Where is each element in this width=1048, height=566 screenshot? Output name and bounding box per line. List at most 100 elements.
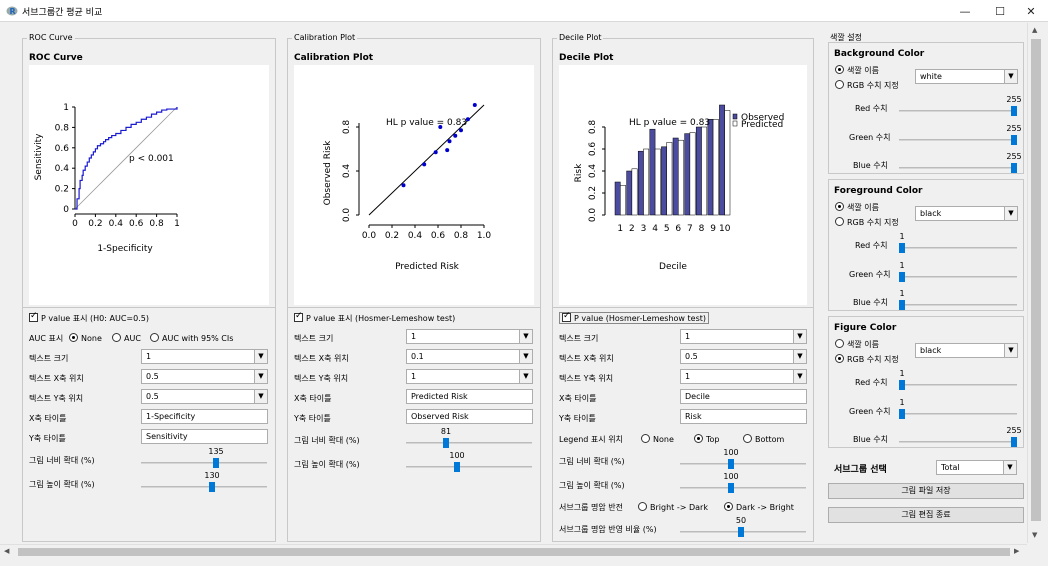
roc-width-slider[interactable]: 135 <box>141 447 267 469</box>
fig-rgb-radio[interactable]: RGB 수치 지정 <box>835 354 899 365</box>
calib-width-slider[interactable]: 81 <box>406 427 532 449</box>
slider-track[interactable] <box>680 463 806 465</box>
slider-track[interactable] <box>680 487 806 489</box>
roc-auc-none-radio[interactable]: None <box>69 333 102 343</box>
slider-track[interactable] <box>899 167 1017 169</box>
slider-track[interactable] <box>899 139 1017 141</box>
decile-width-slider[interactable]: 100 <box>680 448 806 470</box>
slider-thumb[interactable] <box>1011 135 1017 145</box>
fig-name-radio[interactable]: 색깔 이름 <box>835 339 879 350</box>
slider-track[interactable] <box>899 304 1017 306</box>
fg-red-slider[interactable]: 1 <box>899 232 1017 254</box>
y-tick-label: 0 <box>63 205 69 215</box>
minimize-button[interactable]: — <box>959 4 971 18</box>
slider-track[interactable] <box>406 442 532 444</box>
decile-xtitle-input[interactable]: Decile <box>680 389 807 404</box>
slider-track[interactable] <box>141 486 267 488</box>
slider-track[interactable] <box>899 413 1017 415</box>
fg-rgb-radio[interactable]: RGB 수치 지정 <box>835 217 899 228</box>
decile-height-slider[interactable]: 100 <box>680 472 806 494</box>
calib-ytitle-input[interactable]: Observed Risk <box>406 409 533 424</box>
decile-ytitle-input[interactable]: Risk <box>680 409 807 424</box>
fg-blue-slider[interactable]: 1 <box>899 289 1017 311</box>
decile-text-size-select[interactable]: 1 ▼ <box>680 329 807 344</box>
scroll-down-icon[interactable]: ▼ <box>1032 531 1038 539</box>
slider-thumb[interactable] <box>1011 437 1017 447</box>
maximize-button[interactable]: ☐ <box>995 4 1005 18</box>
bg-green-slider[interactable]: 255 <box>899 124 1022 146</box>
observed-bar <box>649 128 656 216</box>
bg-blue-slider[interactable]: 255 <box>899 152 1022 174</box>
fig-color-select[interactable]: black ▼ <box>915 343 1018 358</box>
chevron-down-icon: ▼ <box>793 330 806 343</box>
bg-red-slider[interactable]: 255 <box>899 95 1022 117</box>
slider-track[interactable] <box>406 466 532 468</box>
decile-text-x-select[interactable]: 0.5 ▼ <box>680 349 807 364</box>
subgroup-select[interactable]: Total ▼ <box>936 460 1017 475</box>
vertical-scrollbar[interactable]: ▲ ▼ <box>1027 23 1043 543</box>
scroll-up-icon[interactable]: ▲ <box>1032 26 1038 34</box>
slider-thumb[interactable] <box>899 243 905 253</box>
fg-name-radio[interactable]: 색깔 이름 <box>835 202 879 213</box>
bg-name-radio[interactable]: 색깔 이름 <box>835 65 879 76</box>
roc-pvalue-checkbox[interactable]: P value 표시 (H0: AUC=0.5) <box>29 311 149 324</box>
slider-thumb[interactable] <box>728 459 734 469</box>
fig-blue-slider[interactable]: 255 <box>899 426 1022 448</box>
scroll-left-icon[interactable]: ◀ <box>4 547 10 555</box>
close-button[interactable]: ✕ <box>1026 4 1036 18</box>
calib-xtitle-input[interactable]: Predicted Risk <box>406 389 533 404</box>
slider-thumb[interactable] <box>738 527 744 537</box>
calib-pvalue-checkbox[interactable]: P value 표시 (Hosmer-Lemeshow test) <box>294 311 455 324</box>
scroll-right-icon[interactable]: ▶ <box>1014 547 1020 555</box>
slider-thumb[interactable] <box>213 458 219 468</box>
slider-track[interactable] <box>899 384 1017 386</box>
save-figure-button[interactable]: 그림 파일 저장 <box>828 483 1024 499</box>
fg-color-select[interactable]: black ▼ <box>915 206 1018 221</box>
slider-thumb[interactable] <box>454 462 460 472</box>
roc-text-x-select[interactable]: 0.5 ▼ <box>141 369 268 384</box>
decile-invert-dark-bright-radio[interactable]: Dark -> Bright <box>724 502 794 512</box>
roc-height-slider[interactable]: 130 <box>141 471 267 493</box>
slider-thumb[interactable] <box>899 409 905 419</box>
decile-legend-none-radio[interactable]: None <box>641 434 674 444</box>
decile-legend-top-radio[interactable]: Top <box>694 434 720 444</box>
slider-track[interactable] <box>899 247 1017 249</box>
calib-text-x-select[interactable]: 0.1 ▼ <box>406 349 533 364</box>
slider-thumb[interactable] <box>443 438 449 448</box>
decile-legend-bottom-radio[interactable]: Bottom <box>743 434 784 444</box>
slider-thumb[interactable] <box>728 483 734 493</box>
horizontal-scrollbar[interactable]: ◀ ▶ <box>0 544 1027 558</box>
horizontal-scroll-thumb[interactable] <box>18 548 1010 556</box>
fig-green-slider[interactable]: 1 <box>899 398 1017 420</box>
slider-thumb[interactable] <box>899 300 905 310</box>
roc-xtitle-input[interactable]: 1-Specificity <box>141 409 268 424</box>
slider-thumb[interactable] <box>899 272 905 282</box>
roc-auc-auc-radio[interactable]: AUC <box>112 333 141 343</box>
bg-rgb-radio[interactable]: RGB 수치 지정 <box>835 80 899 91</box>
exit-edit-button[interactable]: 그림 편집 종료 <box>828 507 1024 523</box>
slider-track[interactable] <box>899 110 1017 112</box>
slider-thumb[interactable] <box>899 380 905 390</box>
slider-thumb[interactable] <box>1011 163 1017 173</box>
slider-track[interactable] <box>141 462 267 464</box>
decile-invert-bright-dark-radio[interactable]: Bright -> Dark <box>638 502 708 512</box>
slider-thumb[interactable] <box>1011 106 1017 116</box>
roc-ytitle-input[interactable]: Sensitivity <box>141 429 268 444</box>
vertical-scroll-thumb[interactable] <box>1031 39 1041 521</box>
roc-auc-ci-radio[interactable]: AUC with 95% CIs <box>150 333 233 343</box>
fg-green-slider[interactable]: 1 <box>899 261 1017 283</box>
decile-pvalue-checkbox[interactable]: P value (Hosmer-Lemeshow test) <box>559 311 709 324</box>
x-tick-label: 4 <box>652 224 658 234</box>
calib-text-size-select[interactable]: 1 ▼ <box>406 329 533 344</box>
decile-ratio-slider[interactable]: 50 <box>680 516 806 538</box>
calib-text-y-select[interactable]: 1 ▼ <box>406 369 533 384</box>
slider-thumb[interactable] <box>209 482 215 492</box>
roc-text-size-select[interactable]: 1 ▼ <box>141 349 268 364</box>
slider-track[interactable] <box>899 276 1017 278</box>
slider-track[interactable] <box>899 441 1017 443</box>
calib-height-slider[interactable]: 100 <box>406 451 532 473</box>
roc-text-y-select[interactable]: 0.5 ▼ <box>141 389 268 404</box>
decile-text-y-select[interactable]: 1 ▼ <box>680 369 807 384</box>
fig-red-slider[interactable]: 1 <box>899 369 1017 391</box>
bg-color-select[interactable]: white ▼ <box>915 69 1018 84</box>
